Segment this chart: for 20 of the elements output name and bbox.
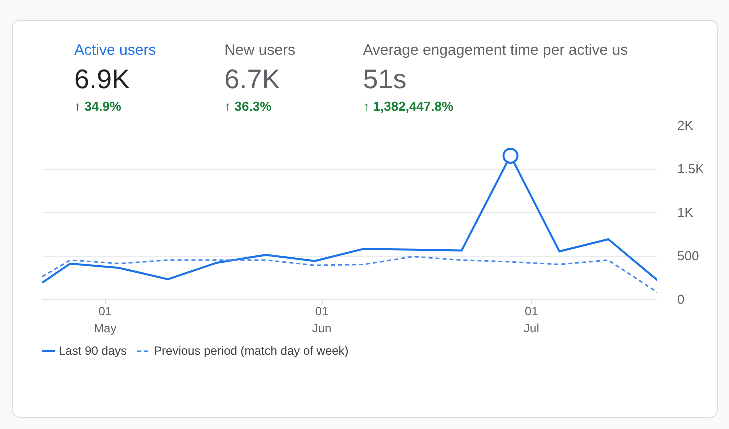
y-tick-label: 1.5K [678, 162, 705, 176]
text: Average engagement time per active us [363, 42, 628, 59]
text: ↑ 1,382,447.8% [363, 99, 454, 114]
text: 6.9K [74, 64, 130, 94]
text: 6.7K [224, 64, 280, 94]
y-tick-label: 2K [678, 118, 694, 133]
y-tick-label: 0 [678, 292, 685, 307]
text: ↑ 34.9% [74, 99, 122, 114]
legend-label: Last 90 days [59, 344, 128, 358]
text: ↑ 36.3% [224, 99, 272, 114]
line-series [42, 256, 658, 294]
text: New users [224, 42, 296, 59]
text: 51s [363, 64, 407, 94]
x-tick-label: 01 Jun [312, 304, 332, 336]
text: Active users [74, 42, 156, 59]
y-tick-label: 500 [678, 248, 700, 264]
x-tick-label: 01 May [94, 304, 117, 336]
x-tick-label: 01 Jul [524, 304, 540, 336]
legend-label: Previous period (match day of week) [154, 344, 349, 358]
y-tick-label: 1K [678, 205, 694, 220]
